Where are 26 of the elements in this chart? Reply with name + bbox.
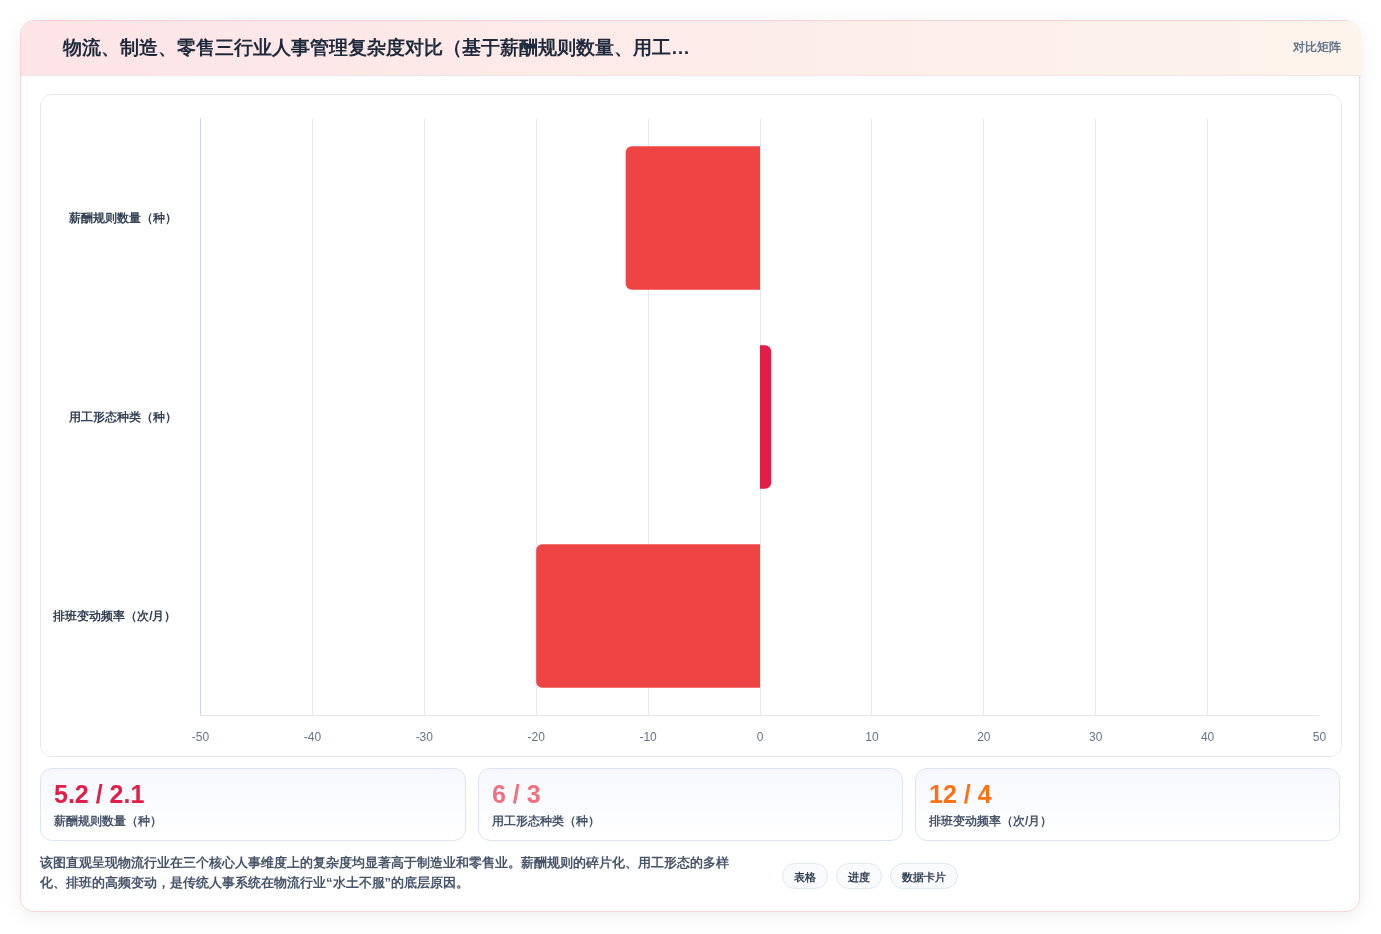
- y-tick-label: 排班变动频率（次/月）: [52, 609, 177, 623]
- x-tick-label: 10: [865, 729, 879, 744]
- x-tick-label: -30: [415, 729, 434, 744]
- text: 12 / 4: [929, 780, 993, 808]
- x-tick-label: -20: [527, 729, 546, 744]
- text: 表格: [782, 863, 828, 889]
- text: 薪酬规则数量（种）: [54, 813, 163, 830]
- text: 5.2 / 2.1: [54, 780, 146, 808]
- y-tick-label: 薪酬规则数量（种）: [67, 211, 177, 225]
- text: 排班变动频率（次/月）: [929, 813, 1054, 830]
- text: 数据卡片: [890, 863, 958, 889]
- x-tick-label: 50: [1312, 729, 1327, 744]
- x-tick-label: 30: [1089, 729, 1103, 744]
- chart-title: 物流、制造、零售三行业人事管理复杂度对比（基于薪酬规则数量、用工…: [63, 36, 690, 61]
- x-tick-label: -50: [191, 729, 210, 744]
- text: 6 / 3: [492, 780, 542, 808]
- x-tick-label: 20: [977, 729, 991, 744]
- x-tick-label: -10: [639, 729, 658, 744]
- text: 该图直观呈现物流行业在三个核心人事维度上的复杂度均显著高于制造业和零售业。薪酬规则的碎片化、用工形态的多样化、排班的高频变动，是传统人事系统在物流行业“水土不服”的底层原因。: [40, 854, 730, 892]
- x-tick-label: 0: [756, 729, 764, 744]
- text: 用工形态种类（种）: [492, 813, 601, 830]
- y-tick-label: 用工形态种类（种）: [67, 410, 177, 424]
- text: 对比矩阵: [1293, 39, 1341, 57]
- x-tick-label: 40: [1200, 729, 1215, 744]
- x-tick-label: -40: [303, 729, 322, 744]
- text: 进度: [836, 863, 882, 889]
